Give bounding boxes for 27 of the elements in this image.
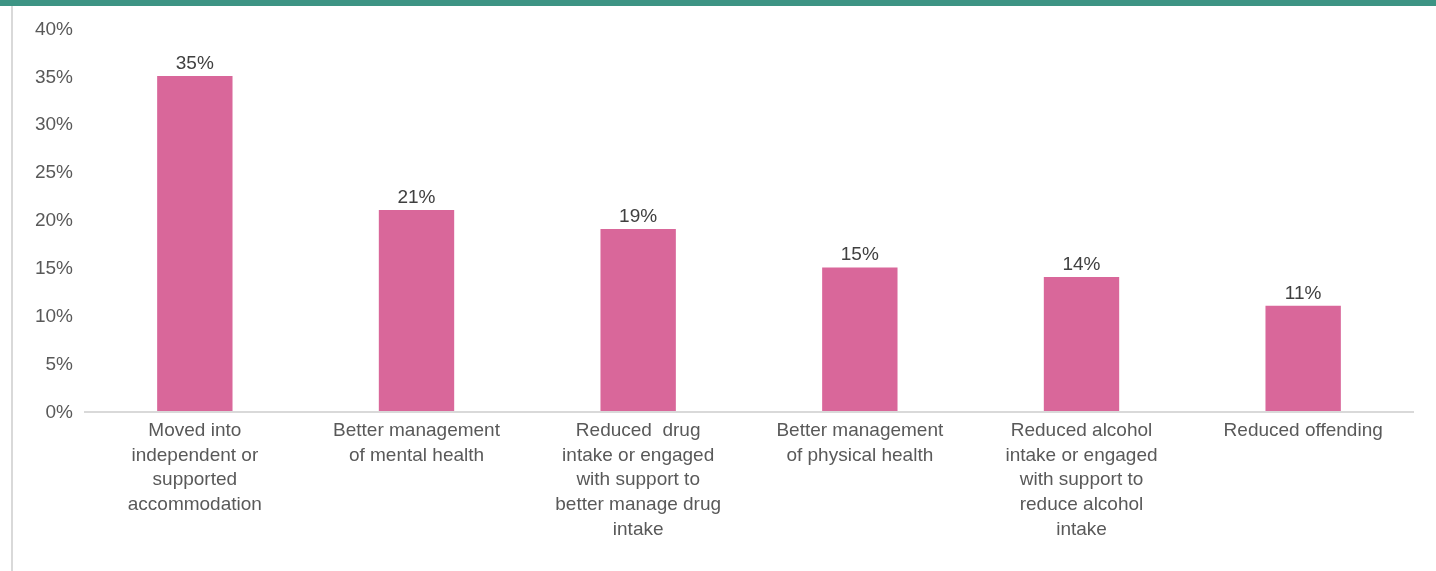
data-label: 19%	[619, 205, 658, 227]
bar	[822, 267, 898, 411]
x-tick-label: Reduced alcohol intake or engaged with support to reduce alcohol intake	[1005, 418, 1158, 539]
y-tick-label: 25%	[34, 161, 74, 183]
x-tick-label: Moved into independent or supported accommodation	[127, 418, 262, 514]
y-tick-label: 30%	[34, 113, 74, 135]
x-tick-label: Reduced drug intake or engaged with support to better manage drug intake	[555, 418, 722, 539]
data-label: 15%	[840, 243, 879, 265]
y-tick-label: 15%	[34, 257, 74, 279]
bar	[378, 209, 455, 411]
data-label: 11%	[1284, 281, 1322, 303]
bar	[157, 75, 233, 411]
x-tick-label: Better management of mental health	[333, 418, 501, 465]
x-tick-label: Reduced offending	[1223, 418, 1383, 440]
data-label: 21%	[397, 185, 436, 207]
data-label: 35%	[175, 51, 214, 73]
bar	[600, 229, 676, 411]
y-tick-label: 20%	[34, 209, 74, 231]
bar	[1043, 276, 1120, 411]
y-tick-label: 5%	[45, 352, 74, 374]
x-tick-label: Better management of physical health	[776, 418, 944, 465]
y-tick-label: 10%	[34, 304, 74, 326]
y-tick-label: 0%	[45, 400, 74, 422]
y-tick-label: 35%	[34, 65, 74, 87]
bar	[1265, 305, 1341, 411]
y-tick-label: 40%	[34, 17, 74, 39]
data-label: 14%	[1062, 252, 1101, 274]
